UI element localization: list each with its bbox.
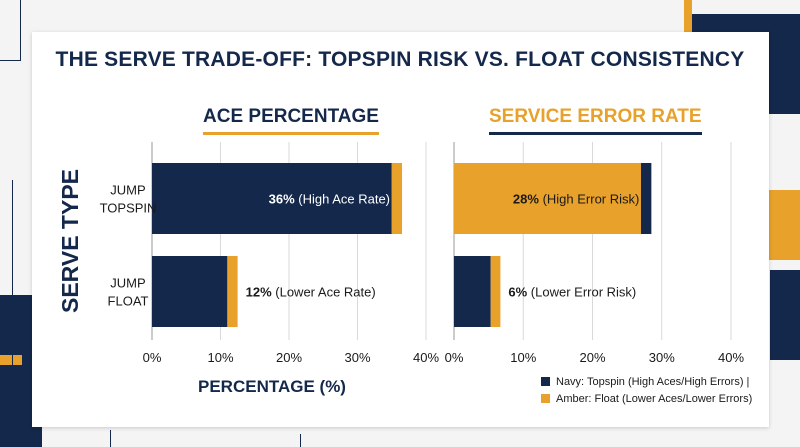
data-label: 6% (Lower Error Risk): [508, 285, 636, 300]
bar-segment: [640, 163, 652, 234]
data-label: 28% (High Error Risk): [513, 192, 639, 207]
y-axis-title: SERVE TYPE: [57, 169, 83, 313]
bar-segment: [391, 163, 403, 234]
x-tick-label: 10%: [510, 350, 536, 365]
bar-segment: [490, 256, 501, 327]
error-panel-title: SERVICE ERROR RATE: [489, 106, 702, 135]
legend-item-navy: Navy: Topspin (High Aces/High Errors) |: [541, 374, 752, 389]
x-tick-label: 0%: [445, 350, 464, 365]
decor-line-left-3: [0, 60, 21, 61]
legend-item-amber: Amber: Float (Lower Aces/Lower Errors): [541, 391, 752, 406]
legend-swatch-amber: [541, 394, 550, 403]
x-tick-label: 20%: [579, 350, 605, 365]
x-tick-label: 0%: [143, 350, 162, 365]
category-label: FLOAT: [108, 294, 149, 309]
decor-line-bottom: [110, 430, 111, 447]
decor-navy-block-right: [770, 270, 800, 360]
x-axis-title: PERCENTAGE (%): [198, 377, 346, 396]
decor-amber-bar-top-right: [684, 0, 692, 32]
category-label: TOPSPIN: [100, 201, 157, 216]
bar-segment: [454, 256, 491, 327]
decor-line-left-1: [12, 180, 13, 447]
x-tick-label: 40%: [413, 350, 439, 365]
legend-swatch-navy: [541, 377, 550, 386]
x-tick-label: 30%: [649, 350, 675, 365]
x-tick-label: 10%: [207, 350, 233, 365]
legend-label-amber: Amber: Float (Lower Aces/Lower Errors): [556, 392, 753, 405]
ace-panel-title: ACE PERCENTAGE: [203, 106, 379, 135]
decor-amber-bar-bottom-left: [0, 355, 22, 365]
data-label: 12% (Lower Ace Rate): [246, 285, 376, 300]
page-title: THE SERVE TRADE-OFF: TOPSPIN RISK VS. FL…: [55, 48, 745, 71]
bar-segment: [227, 256, 238, 327]
decor-line-left-2: [20, 0, 21, 60]
data-label: 36% (High Ace Rate): [269, 192, 390, 207]
bar-segment: [152, 256, 228, 327]
decor-line-bottom-2: [300, 434, 301, 447]
x-tick-label: 40%: [718, 350, 744, 365]
category-label: JUMP: [110, 276, 145, 291]
legend-label-navy: Navy: Topspin (High Aces/High Errors) |: [556, 375, 750, 388]
x-tick-label: 30%: [344, 350, 370, 365]
x-tick-label: 20%: [276, 350, 302, 365]
legend: Navy: Topspin (High Aces/High Errors) | …: [541, 374, 752, 408]
bar-segment: [152, 163, 392, 234]
category-label: JUMP: [110, 183, 145, 198]
bar-segment: [454, 163, 641, 234]
